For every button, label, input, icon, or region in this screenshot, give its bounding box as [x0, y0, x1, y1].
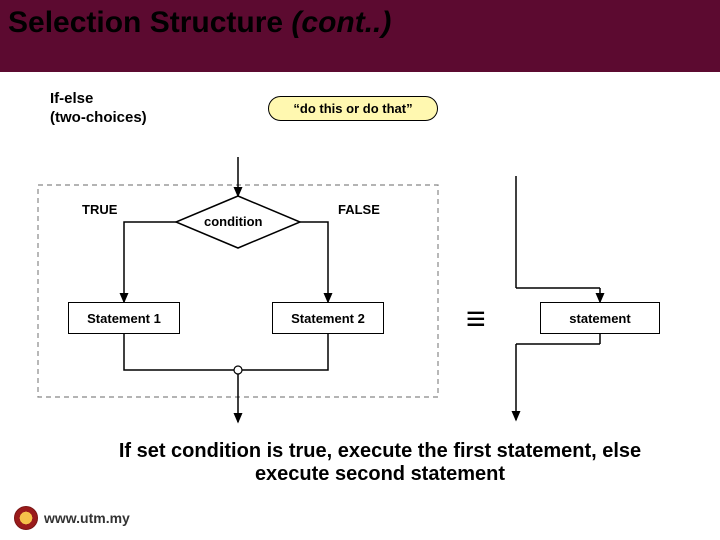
false-label: FALSE	[338, 202, 380, 217]
page-title: Selection Structure (cont..)	[8, 6, 391, 40]
true-label: TRUE	[82, 202, 117, 217]
statement-right-text: statement	[569, 311, 630, 326]
statement-2-text: Statement 2	[291, 311, 365, 326]
flowchart-svg	[0, 72, 720, 472]
footer-url: www.utm.my	[44, 510, 130, 526]
utm-seal-icon	[14, 506, 38, 530]
footer: www.utm.my	[14, 506, 130, 530]
statement-2-box: Statement 2	[272, 302, 384, 334]
equiv-symbol: ≡	[466, 300, 486, 339]
title-italic: (cont..)	[291, 6, 391, 39]
statement-1-box: Statement 1	[68, 302, 180, 334]
title-plain: Selection Structure	[8, 6, 291, 39]
explanation-text: If set condition is true, execute the fi…	[100, 440, 660, 486]
statement-1-text: Statement 1	[87, 311, 161, 326]
statement-right-box: statement	[540, 302, 660, 334]
diagram-stage: If-else (two-choices) “do this or do tha…	[0, 72, 720, 540]
condition-label: condition	[204, 214, 263, 229]
